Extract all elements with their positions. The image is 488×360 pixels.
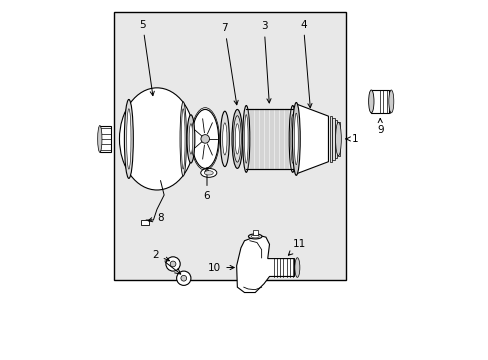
Ellipse shape [368, 90, 373, 113]
Ellipse shape [181, 109, 184, 169]
Text: 4: 4 [300, 19, 311, 108]
Ellipse shape [294, 258, 299, 277]
Bar [329, 116, 331, 162]
Ellipse shape [204, 171, 213, 175]
Text: 5: 5 [139, 19, 154, 96]
Bar [253, 230, 257, 235]
Bar [335, 120, 337, 158]
Ellipse shape [233, 116, 241, 162]
Text: 8: 8 [148, 212, 163, 222]
Bar [246, 109, 292, 169]
Ellipse shape [242, 105, 249, 172]
Ellipse shape [220, 111, 229, 167]
Text: 10: 10 [208, 262, 234, 273]
Bar [141, 220, 148, 225]
Text: 9: 9 [376, 118, 383, 135]
Bar [114, 12, 346, 280]
Text: 11: 11 [288, 239, 306, 255]
Bar [337, 122, 340, 156]
Text: 6: 6 [203, 168, 210, 201]
Ellipse shape [294, 113, 298, 165]
Polygon shape [296, 104, 328, 174]
Text: 3: 3 [260, 21, 270, 103]
Ellipse shape [288, 105, 296, 172]
Text: 2: 2 [152, 250, 169, 261]
Ellipse shape [222, 123, 226, 155]
Circle shape [181, 275, 186, 281]
Ellipse shape [251, 235, 259, 238]
Ellipse shape [201, 168, 216, 177]
Ellipse shape [119, 88, 194, 190]
Circle shape [176, 271, 190, 285]
Ellipse shape [292, 103, 300, 175]
Circle shape [201, 135, 209, 143]
Ellipse shape [335, 122, 341, 156]
Circle shape [170, 261, 176, 267]
Ellipse shape [191, 109, 218, 168]
Text: 7: 7 [221, 23, 238, 105]
Bar [100, 126, 110, 152]
Ellipse shape [248, 234, 262, 239]
Ellipse shape [98, 126, 102, 152]
Ellipse shape [290, 114, 294, 163]
Ellipse shape [186, 115, 194, 163]
Ellipse shape [235, 124, 239, 154]
Ellipse shape [189, 124, 192, 154]
Text: 1: 1 [345, 134, 358, 144]
Ellipse shape [244, 114, 247, 163]
Bar [332, 118, 334, 160]
Ellipse shape [124, 99, 133, 179]
Ellipse shape [231, 109, 242, 168]
Ellipse shape [126, 109, 131, 169]
Bar [370, 90, 388, 113]
Ellipse shape [180, 102, 186, 176]
Polygon shape [236, 235, 294, 293]
Ellipse shape [388, 90, 393, 113]
Circle shape [165, 257, 180, 271]
